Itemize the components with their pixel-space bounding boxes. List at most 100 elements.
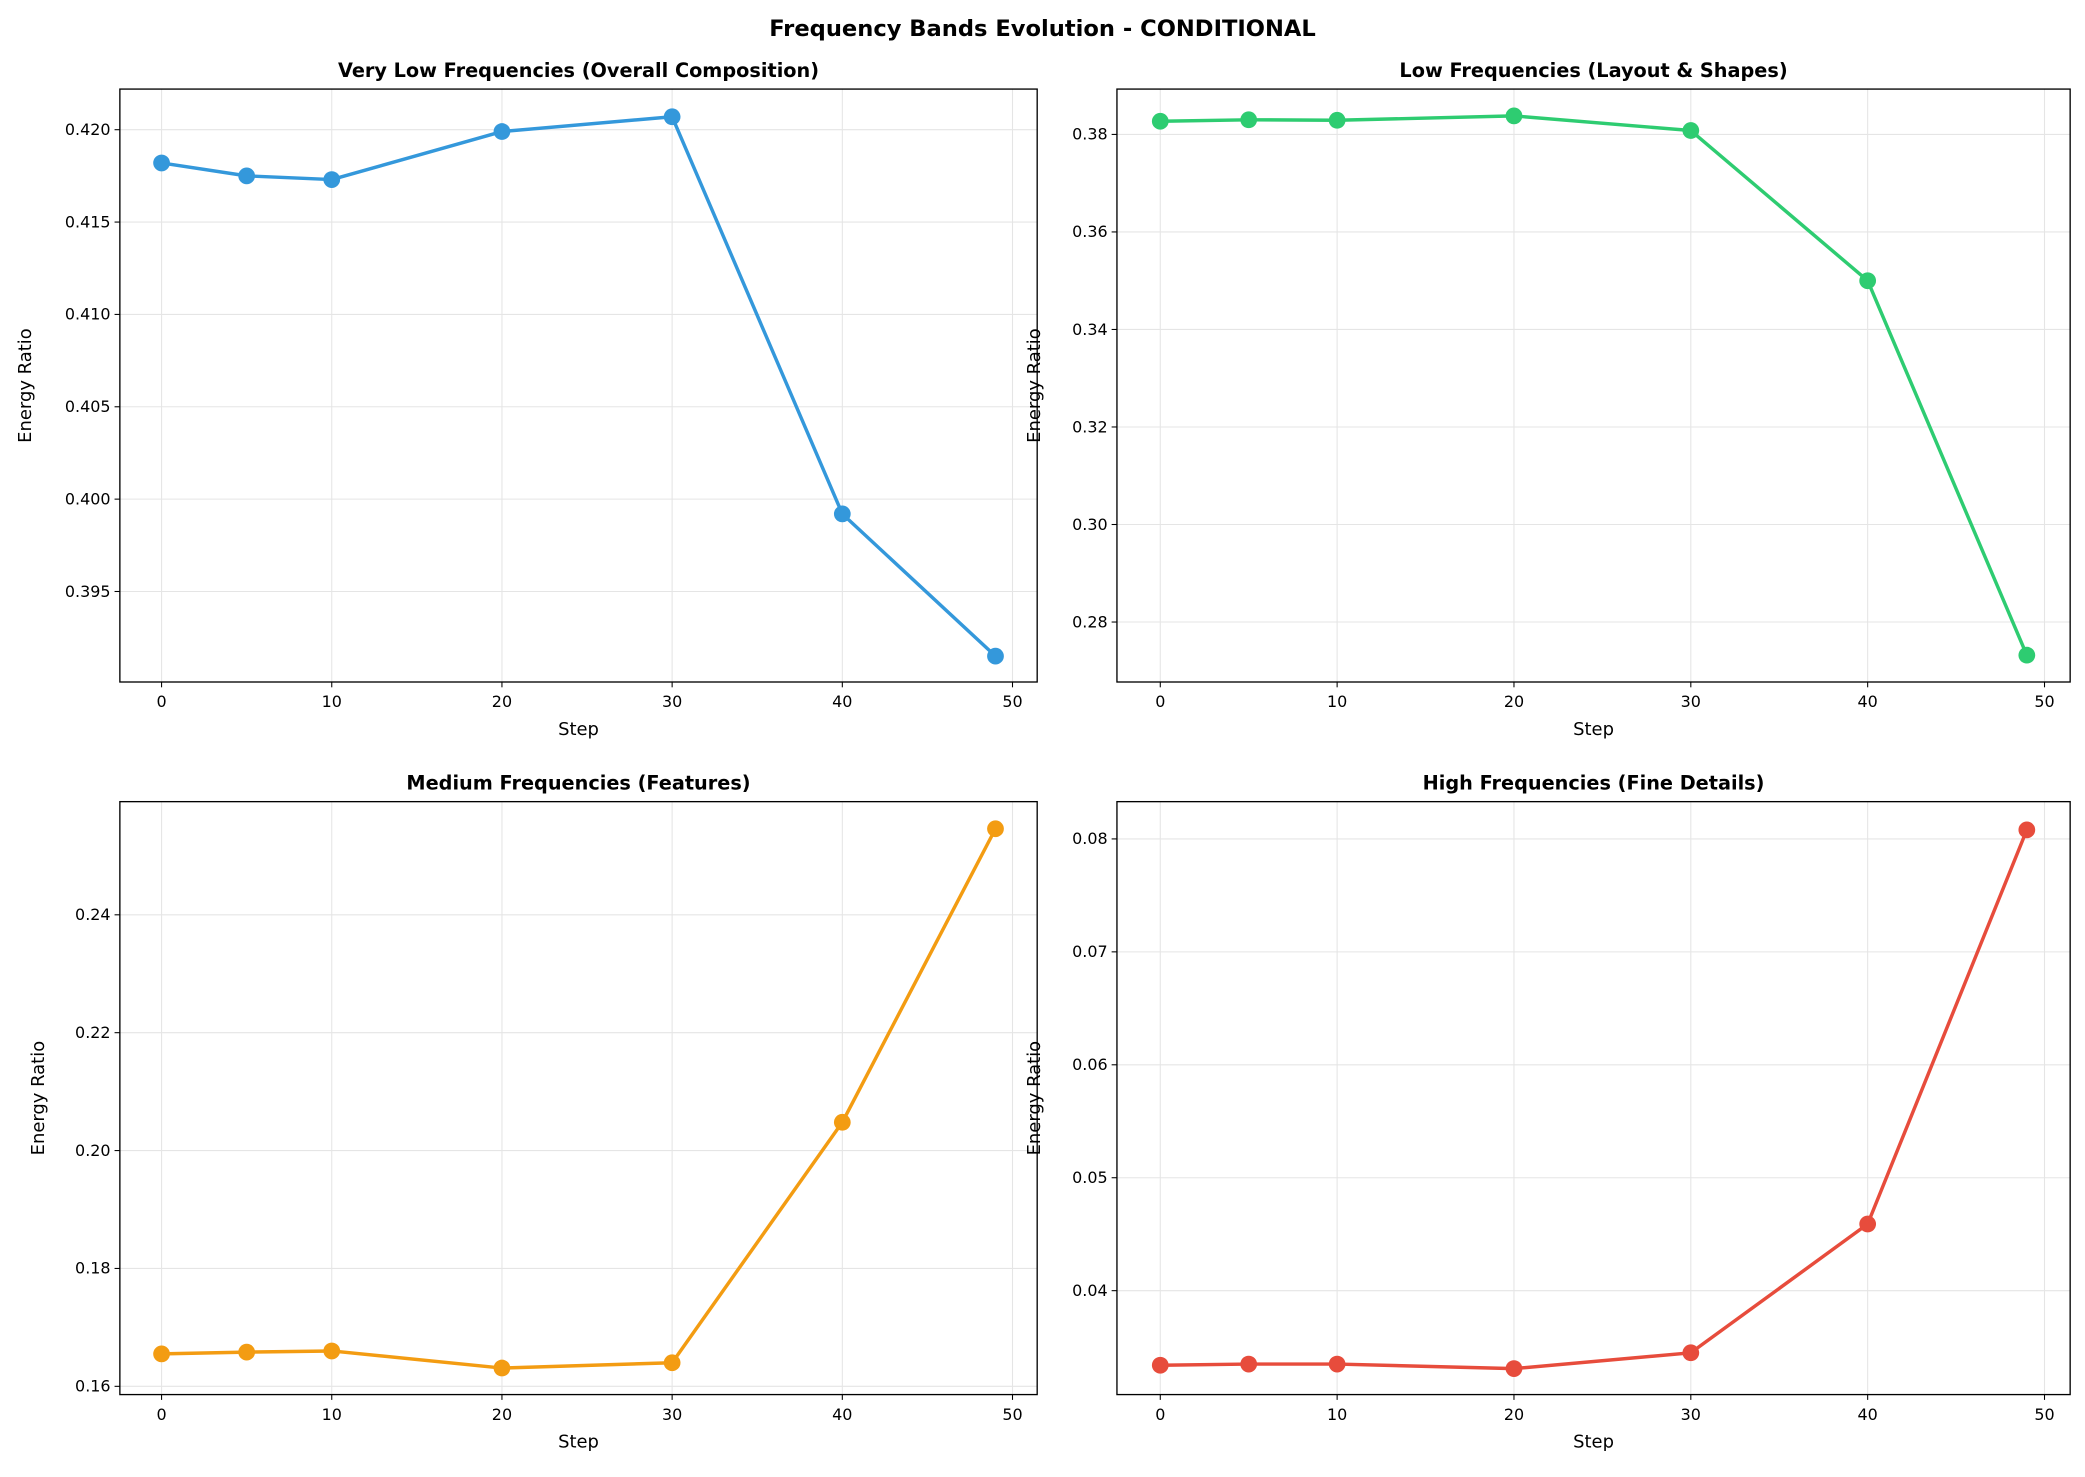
y-tick-label: 0.16	[75, 1377, 111, 1396]
data-point	[987, 820, 1004, 838]
y-tick-label: 0.395	[65, 582, 111, 601]
data-point	[493, 123, 511, 140]
data-point	[1505, 1360, 1523, 1377]
y-tick-label: 0.38	[1072, 125, 1108, 144]
subplot-title: High Frequencies (Fine Details)	[1423, 772, 1765, 795]
y-tick-label: 0.28	[1072, 612, 1108, 631]
series-line	[161, 827, 998, 1370]
x-tick-label: 0	[1155, 692, 1165, 711]
data-point	[323, 1342, 341, 1360]
data-point	[833, 505, 851, 523]
subplot-1: 0 10 20 30 40 50 0.395 0.400 0.405 0.410 0.415 0.42…	[15, 59, 1038, 740]
data-point	[1328, 1355, 1346, 1373]
data-point	[153, 1345, 170, 1363]
plot-frame	[119, 88, 1038, 683]
y-axis-label: Energy Ratio	[28, 1041, 49, 1156]
x-tick-label: 40	[1858, 692, 1878, 711]
data-point	[1328, 111, 1346, 129]
x-tick-label: 50	[1002, 692, 1022, 711]
subplot-4: 0 10 20 30 40 50 0.04 0.05 0.06 0.07 0.08 High Freq…	[1024, 772, 2071, 1453]
y-tick-label: 0.18	[75, 1259, 111, 1278]
x-tick-label: 0	[1155, 1405, 1165, 1424]
subplot-title: Low Frequencies (Layout & Shapes)	[1399, 59, 1787, 82]
data-point	[1240, 111, 1258, 129]
y-tick-label: 0.415	[65, 212, 111, 231]
y-tick-label: 0.400	[65, 489, 111, 508]
data-point	[1505, 107, 1523, 125]
x-axis-label: Step	[1573, 719, 1614, 740]
plot-frame	[119, 800, 1038, 1396]
y-tick-label: 0.34	[1072, 320, 1108, 339]
x-tick-label: 20	[492, 1405, 512, 1424]
x-tick-label: 40	[1858, 1405, 1878, 1424]
data-point	[2018, 646, 2036, 664]
data-point	[323, 171, 341, 188]
x-tick-label: 20	[492, 692, 512, 711]
y-tick-label: 0.420	[65, 120, 111, 139]
subplot-title: Medium Frequencies (Features)	[406, 772, 750, 795]
series-line	[1160, 114, 2029, 656]
x-axis-label: Step	[558, 1432, 599, 1453]
y-tick-label: 0.405	[65, 397, 111, 416]
data-point	[1151, 112, 1169, 130]
data-point	[2018, 821, 2036, 839]
y-tick-label: 0.05	[1072, 1168, 1108, 1187]
x-tick-label: 30	[662, 692, 682, 711]
x-tick-label: 50	[2034, 692, 2054, 711]
data-point	[833, 1113, 851, 1131]
data-point	[1859, 272, 1877, 290]
data-point	[1151, 1356, 1169, 1374]
data-point	[1682, 1344, 1700, 1362]
y-tick-label: 0.32	[1072, 417, 1108, 436]
subplot-3: 0 10 20 30 40 50 0.16 0.18 0.20 0.22 0.24 Medium Fr…	[28, 772, 1038, 1453]
x-tick-label: 50	[2034, 1405, 2054, 1424]
x-tick-label: 30	[1681, 692, 1701, 711]
y-tick-label: 0.36	[1072, 222, 1108, 241]
series-line	[161, 115, 997, 658]
y-tick-label: 0.08	[1072, 829, 1108, 848]
y-axis-label: Energy Ratio	[1024, 328, 1045, 443]
data-point	[238, 1343, 256, 1361]
x-tick-label: 30	[1681, 1405, 1701, 1424]
x-tick-label: 40	[832, 1405, 852, 1424]
x-tick-label: 10	[322, 1405, 342, 1424]
y-tick-label: 0.06	[1072, 1055, 1108, 1074]
data-point	[238, 167, 256, 185]
y-axis-label: Energy Ratio	[1024, 1041, 1045, 1156]
plot-frame	[1116, 800, 2071, 1396]
x-tick-label: 40	[832, 692, 852, 711]
x-tick-label: 10	[1327, 1405, 1347, 1424]
y-tick-label: 0.24	[75, 905, 111, 924]
x-axis-label: Step	[1573, 1432, 1614, 1453]
y-tick-label: 0.410	[65, 305, 111, 324]
y-tick-label: 0.30	[1072, 515, 1108, 534]
x-tick-label: 30	[662, 1405, 682, 1424]
y-tick-label: 0.22	[75, 1023, 111, 1042]
data-point	[1859, 1215, 1877, 1233]
plot-frame	[1116, 88, 2071, 683]
x-tick-label: 20	[1504, 692, 1524, 711]
x-tick-label: 50	[1002, 1405, 1022, 1424]
data-point	[493, 1359, 511, 1377]
x-tick-label: 10	[322, 692, 342, 711]
x-axis-label: Step	[558, 719, 599, 740]
y-tick-label: 0.04	[1072, 1281, 1108, 1300]
y-tick-label: 0.07	[1072, 942, 1108, 961]
series-line	[1160, 829, 2029, 1371]
data-point	[1240, 1355, 1258, 1373]
data-point	[1682, 122, 1700, 139]
data-point	[153, 154, 170, 172]
y-tick-label: 0.20	[75, 1141, 111, 1160]
data-point	[987, 647, 1004, 665]
data-point	[663, 1354, 681, 1372]
data-point	[663, 108, 681, 126]
x-tick-label: 0	[156, 1405, 166, 1424]
subplot-title: Very Low Frequencies (Overall Compositio…	[338, 59, 819, 82]
figure-title: Frequency Bands Evolution - CONDITIONAL	[769, 16, 1316, 42]
y-axis-label: Energy Ratio	[15, 328, 36, 443]
x-tick-label: 20	[1504, 1405, 1524, 1424]
x-tick-label: 10	[1327, 692, 1347, 711]
x-tick-label: 0	[156, 692, 166, 711]
subplot-2: 0 10 20 30 40 50 0.28 0.30 0.32 0.34 0.36 0.38 Low F…	[1024, 59, 2071, 740]
